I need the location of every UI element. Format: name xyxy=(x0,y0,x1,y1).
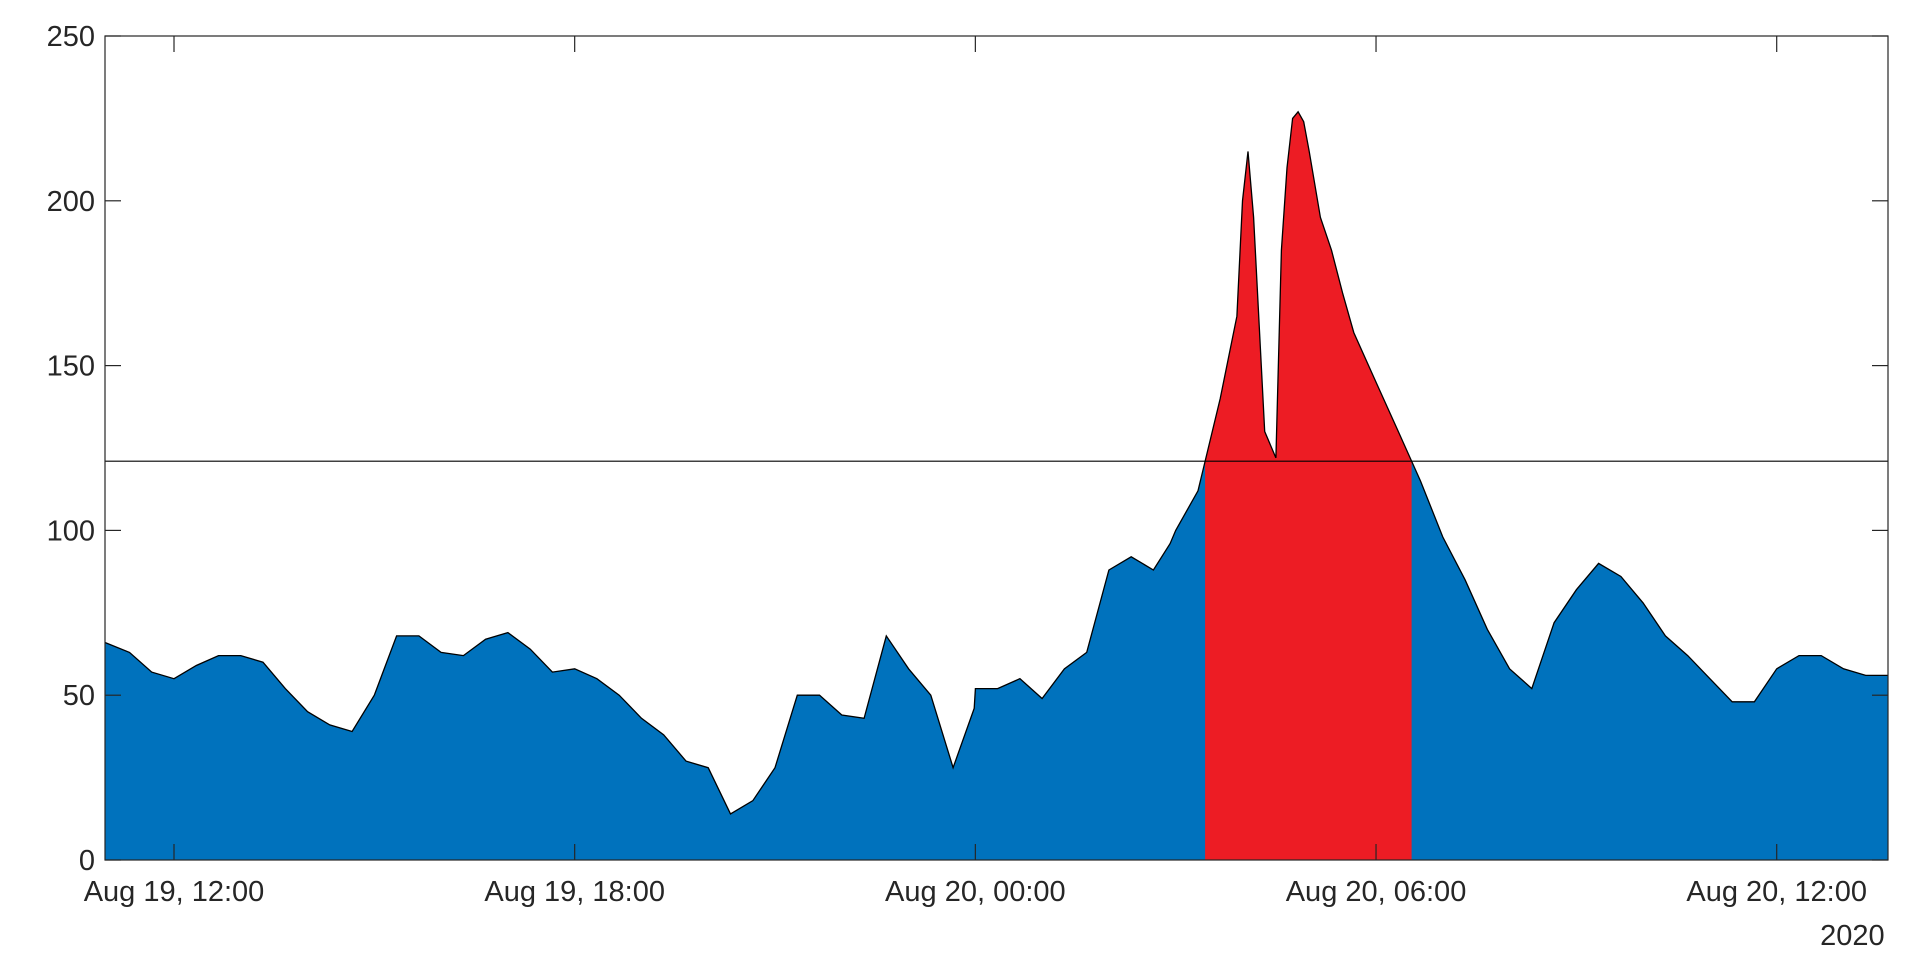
x-year-label: 2020 xyxy=(1820,920,1885,952)
x-tick-label-1: Aug 19, 18:00 xyxy=(484,876,665,908)
x-tick-label-0: Aug 19, 12:00 xyxy=(84,876,265,908)
series-line xyxy=(104,110,1888,815)
axes-layer xyxy=(104,35,1889,861)
labels-layer: 0 50 100 150 200 250 Aug 19, 12:00 Aug 19, 18:0… xyxy=(47,21,1885,952)
x-tick-label-2: Aug 20, 00:00 xyxy=(885,876,1066,908)
y-tick-label-250: 250 xyxy=(47,21,95,53)
y-tick-label-0: 0 xyxy=(79,845,95,877)
y-tick-label-100: 100 xyxy=(47,515,95,547)
y-tick-label-200: 200 xyxy=(47,186,95,218)
area-layer xyxy=(104,110,1888,861)
x-tick-label-4: Aug 20, 12:00 xyxy=(1686,876,1867,908)
area-fill-below xyxy=(105,111,1888,861)
x-tick-label-3: Aug 20, 06:00 xyxy=(1286,876,1467,908)
plot-frame xyxy=(104,35,1889,861)
y-tick-label-50: 50 xyxy=(63,680,95,712)
area-fill-above xyxy=(1205,111,1412,861)
y-tick-label-150: 150 xyxy=(47,351,95,383)
